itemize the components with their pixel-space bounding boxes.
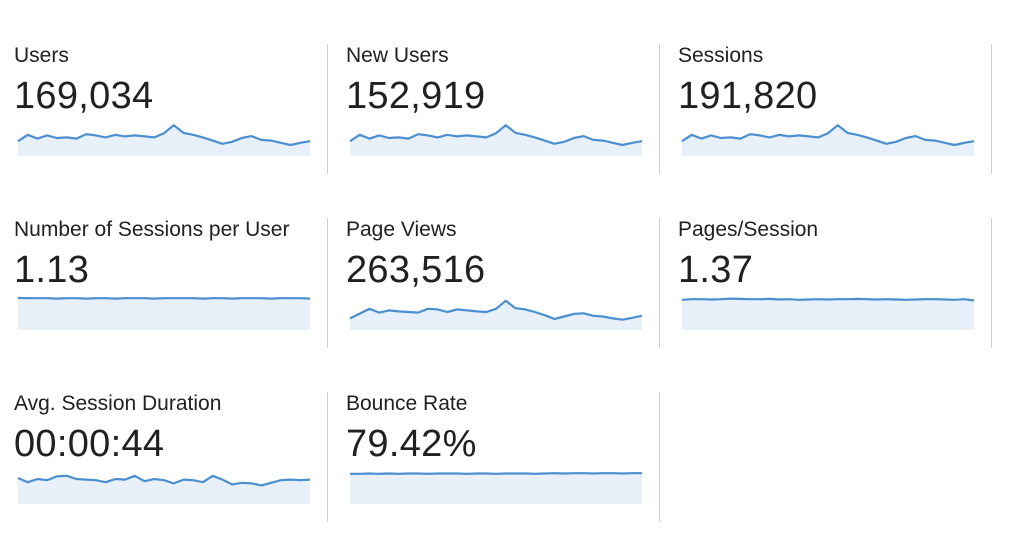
sparkline-area	[18, 297, 310, 330]
column-divider	[659, 392, 660, 522]
sparkline-area	[682, 298, 974, 330]
metric-value: 1.13	[14, 249, 90, 291]
column-divider	[327, 392, 328, 522]
column-divider	[991, 44, 992, 174]
metric-label: Sessions	[678, 44, 764, 67]
metric-label: Page Views	[346, 218, 457, 241]
sparkline-area	[350, 300, 642, 330]
metric-card-users[interactable]: Users 169,034	[0, 42, 320, 172]
metric-card-sessions[interactable]: Sessions 191,820	[664, 42, 984, 172]
metric-value: 79.42%	[346, 423, 477, 465]
column-divider	[991, 218, 992, 348]
metric-card-bounce-rate[interactable]: Bounce Rate 79.42%	[332, 390, 652, 520]
metric-card-page-views[interactable]: Page Views 263,516	[332, 216, 652, 346]
sparkline	[681, 124, 975, 156]
sparkline-area	[350, 473, 642, 504]
metric-label: Avg. Session Duration	[14, 392, 222, 415]
sparkline-line	[349, 299, 643, 321]
column-divider	[327, 218, 328, 348]
sparkline	[349, 124, 643, 156]
metric-value: 191,820	[678, 75, 818, 117]
sparkline-area	[350, 125, 642, 156]
sparkline-line	[17, 124, 311, 147]
metric-value: 00:00:44	[14, 423, 165, 465]
metric-value: 1.37	[678, 249, 754, 291]
sparkline	[17, 296, 311, 330]
sparkline-line	[681, 297, 975, 302]
sparkline-line	[17, 296, 311, 300]
metric-label: Number of Sessions per User	[14, 218, 290, 241]
metric-value: 263,516	[346, 249, 486, 291]
metric-label: New Users	[346, 44, 449, 67]
metric-value: 152,919	[346, 75, 486, 117]
sparkline-area	[18, 125, 310, 156]
metric-card-new-users[interactable]: New Users 152,919	[332, 42, 652, 172]
sparkline	[17, 474, 311, 504]
sparkline	[349, 299, 643, 330]
sparkline-area	[682, 125, 974, 156]
sparkline	[17, 124, 311, 156]
sparkline-line	[350, 472, 642, 475]
metric-card-avg-session-duration[interactable]: Avg. Session Duration 00:00:44	[0, 390, 320, 520]
metric-label: Pages/Session	[678, 218, 819, 241]
column-divider	[327, 44, 328, 174]
sparkline-line	[17, 474, 311, 487]
column-divider	[659, 218, 660, 348]
metric-label: Bounce Rate	[346, 392, 468, 415]
sparkline-area	[18, 475, 310, 504]
sparkline	[681, 297, 975, 330]
sparkline-line	[349, 124, 643, 147]
column-divider	[659, 44, 660, 174]
metric-card-sessions-per-user[interactable]: Number of Sessions per User 1.13	[0, 216, 320, 346]
sparkline-line	[681, 124, 975, 147]
metric-card-pages-per-session[interactable]: Pages/Session 1.37	[664, 216, 984, 346]
metric-label: Users	[14, 44, 69, 67]
sparkline	[350, 472, 642, 504]
metric-value: 169,034	[14, 75, 154, 117]
